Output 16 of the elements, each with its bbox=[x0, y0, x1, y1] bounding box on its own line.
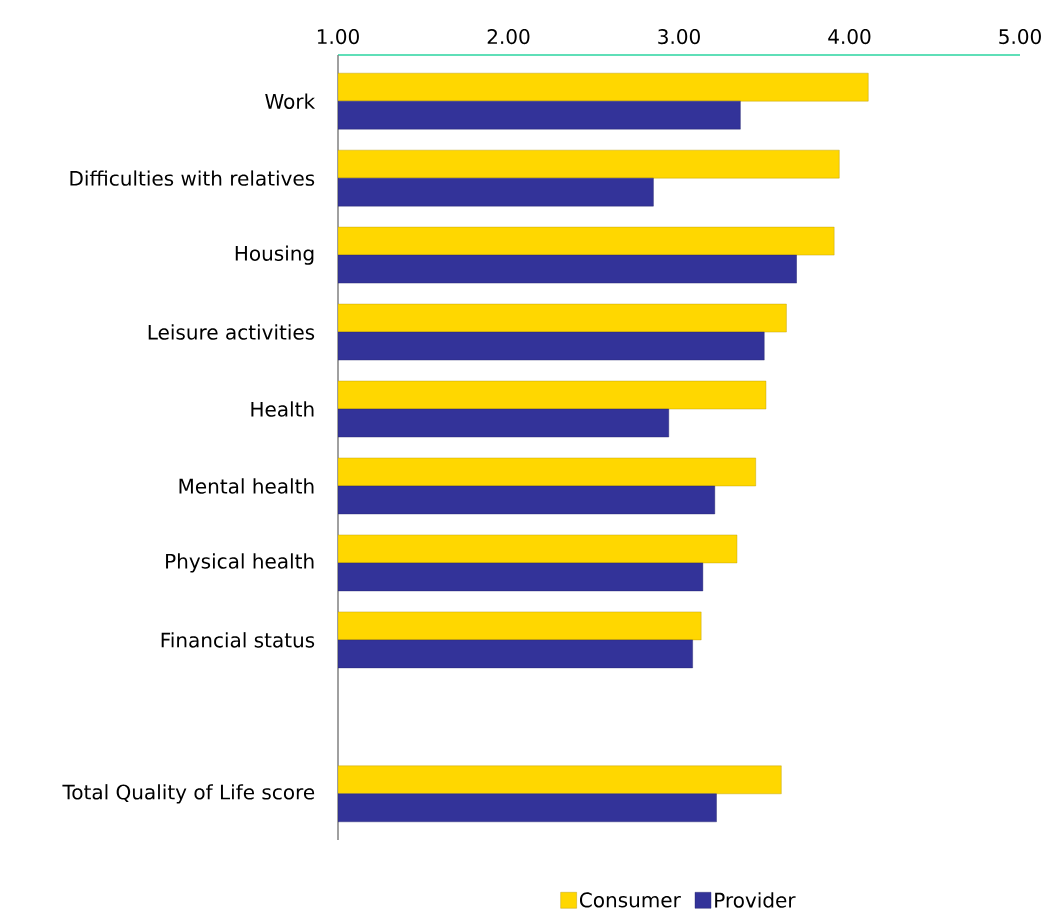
y-tick-label: Mental health bbox=[179, 478, 314, 494]
y-tick-label: Work bbox=[265, 93, 316, 109]
y-tick-label: Financial status bbox=[161, 632, 315, 648]
y-tick-label: Housing bbox=[235, 245, 314, 265]
x-tick-label: 5.00 bbox=[999, 29, 1041, 45]
x-tick-label: 2.00 bbox=[487, 29, 530, 45]
y-tick-label: Health bbox=[251, 401, 314, 417]
legend-label: Provider bbox=[715, 892, 796, 908]
y-tick-label: Leisure activities bbox=[148, 324, 315, 340]
y-tick-label: Physical health bbox=[166, 553, 314, 573]
x-tick-label: 1.00 bbox=[317, 29, 359, 45]
legend-label: Consumer bbox=[579, 892, 681, 908]
x-tick-label: 3.00 bbox=[658, 29, 700, 45]
y-tick-label: Difficulties with relatives bbox=[70, 170, 315, 186]
x-tick-label: 4.00 bbox=[828, 29, 871, 45]
y-tick-label: Total Quality of Life score bbox=[62, 784, 315, 804]
